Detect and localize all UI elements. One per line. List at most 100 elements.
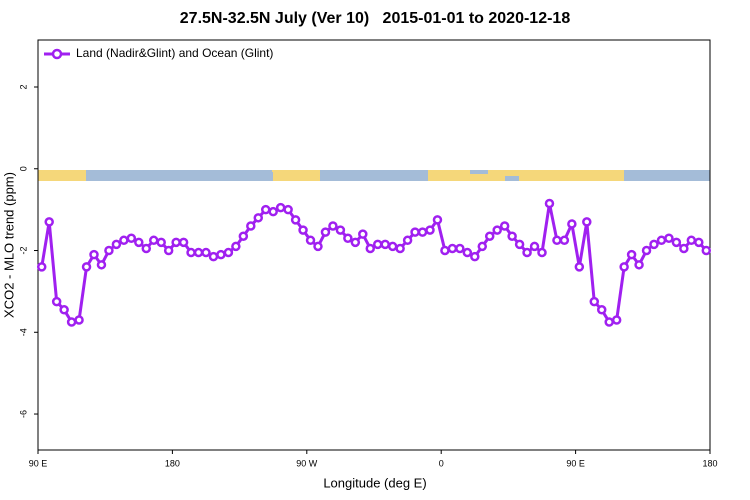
data-point <box>462 247 473 258</box>
data-point <box>641 245 652 256</box>
y-tick-label: -6 <box>18 410 28 418</box>
data-point <box>694 237 704 248</box>
data-point <box>89 249 99 260</box>
data-point <box>51 296 62 307</box>
data-point <box>656 235 667 246</box>
data-point <box>134 237 144 248</box>
data-point <box>522 247 532 258</box>
data-point <box>44 217 54 227</box>
data-point <box>604 317 614 327</box>
data-point <box>582 217 592 227</box>
data-point <box>477 241 488 252</box>
data-point <box>470 251 480 262</box>
data-point <box>567 219 577 229</box>
data-point <box>417 227 428 237</box>
data-point <box>365 243 376 254</box>
data-point <box>81 262 92 272</box>
data-point <box>380 239 390 250</box>
data-point <box>141 243 152 254</box>
data-point <box>305 235 316 246</box>
data-point <box>395 243 405 254</box>
data-point <box>260 204 271 215</box>
data-point <box>387 241 398 252</box>
data-point <box>111 239 122 250</box>
data-point <box>499 221 510 231</box>
data-point <box>104 245 114 256</box>
data-point <box>223 247 234 258</box>
data-point <box>432 215 443 225</box>
x-tick-label: 90 E <box>566 458 585 468</box>
data-point <box>425 225 435 235</box>
data-point <box>372 239 383 250</box>
data-point <box>440 245 450 256</box>
data-point <box>671 237 682 248</box>
data-point <box>119 235 129 246</box>
data-point <box>201 247 211 258</box>
data-point <box>156 237 166 248</box>
data-point <box>447 243 458 254</box>
x-tick-label: 90 W <box>296 458 318 468</box>
data-point <box>246 221 256 231</box>
data-point <box>529 241 540 252</box>
land-ocean-strip <box>38 170 710 181</box>
data-point <box>163 245 174 256</box>
data-point <box>402 235 413 246</box>
data-point <box>283 204 293 215</box>
data-point <box>686 235 697 246</box>
data-point <box>186 247 196 258</box>
data-point <box>275 202 286 213</box>
data-point <box>559 235 570 246</box>
data-point <box>619 262 629 272</box>
data-point <box>410 227 420 237</box>
chart-title: 27.5N-32.5N July (Ver 10) 2015-01-01 to … <box>180 10 571 27</box>
data-point <box>492 225 502 235</box>
data-point <box>36 262 47 272</box>
x-tick-label: 180 <box>165 458 180 468</box>
data-point <box>596 305 607 315</box>
data-point <box>679 243 689 254</box>
data-point <box>313 241 323 252</box>
data-point <box>358 229 368 239</box>
data-point <box>148 235 159 246</box>
series-line <box>40 203 708 324</box>
data-point <box>664 233 674 244</box>
data-point <box>537 247 547 258</box>
data-point <box>320 227 331 237</box>
data-point <box>96 260 107 270</box>
data-point <box>59 305 69 315</box>
x-tick-label: 90 E <box>29 458 48 468</box>
data-point <box>574 262 585 272</box>
data-point <box>66 317 77 327</box>
data-point <box>335 225 346 235</box>
y-tick-label: 0 <box>18 166 28 171</box>
data-point <box>208 251 219 262</box>
data-point <box>701 245 712 256</box>
y-axis-label: XCO2 - MLO trend (ppm) <box>1 172 16 318</box>
data-point <box>171 237 181 248</box>
data-point <box>193 247 204 258</box>
data-point <box>290 215 301 225</box>
data-point <box>626 249 637 260</box>
data-point <box>343 233 353 244</box>
data-point <box>611 315 622 325</box>
data-point <box>514 239 525 250</box>
x-tick-label: 180 <box>702 458 717 468</box>
data-point <box>298 225 308 235</box>
data-point <box>455 243 465 254</box>
data-point <box>231 241 241 252</box>
data-point <box>634 260 644 270</box>
y-tick-label: 2 <box>18 85 28 90</box>
data-point <box>238 231 249 241</box>
x-axis-label: Longitude (deg E) <box>323 475 426 490</box>
data-point <box>216 249 226 260</box>
data-point <box>328 221 338 231</box>
y-tick-label: -2 <box>18 247 28 255</box>
data-point <box>253 213 264 223</box>
y-tick-label: -4 <box>18 328 28 336</box>
data-point <box>268 206 278 217</box>
data-point <box>589 296 600 307</box>
x-tick-label: 0 <box>439 458 444 468</box>
data-point <box>484 231 495 241</box>
data-point <box>126 233 137 244</box>
